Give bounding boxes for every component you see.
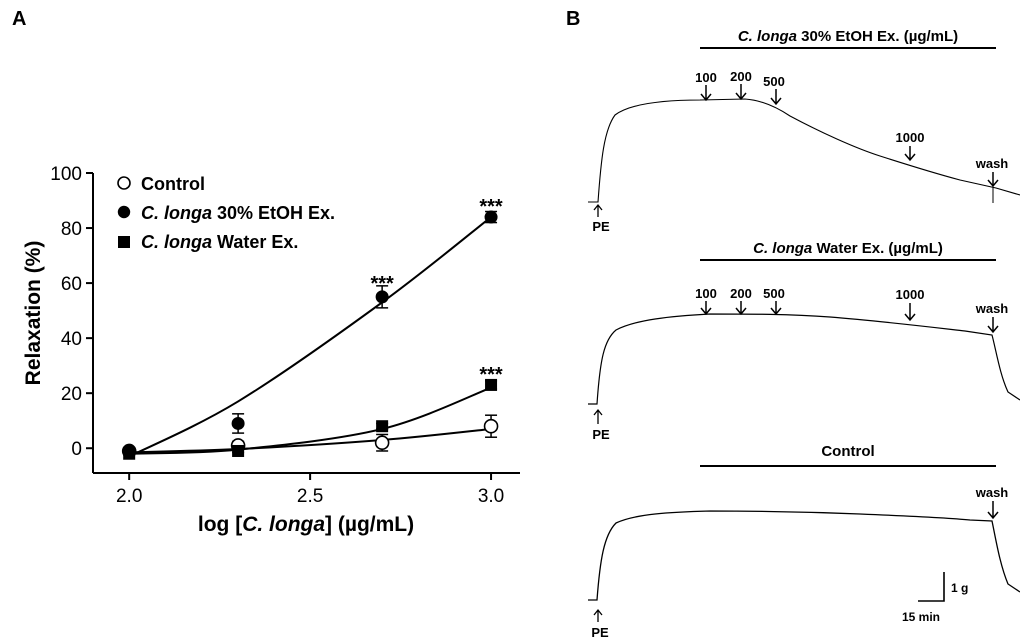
arrow-down xyxy=(770,301,782,316)
arrow-up xyxy=(593,408,603,424)
y-tick-label: 40 xyxy=(61,329,82,350)
dose-label: 500 xyxy=(763,286,785,301)
legend-label-water: C. longa Water Ex. xyxy=(141,232,298,252)
point-water xyxy=(376,420,389,433)
pe-label: PE xyxy=(592,427,610,442)
data-points xyxy=(121,210,499,460)
y-axis-title: Relaxation (%) xyxy=(22,241,45,386)
pe-label: PE xyxy=(591,625,609,639)
x-tick-label: 3.0 xyxy=(478,486,504,507)
trace-etoh: C. longa 30% EtOH Ex. (µg/mL) 100 200 50… xyxy=(588,28,1020,234)
dose-label: 100 xyxy=(695,286,717,301)
y-tick-label: 60 xyxy=(61,274,82,295)
trace-control: Control wash PE xyxy=(588,443,1020,639)
fit-curve-0 xyxy=(129,427,492,454)
x-ticks: 2.0 2.5 3.0 xyxy=(116,473,504,507)
legend-marker-etoh xyxy=(117,205,131,219)
x-tick-label: 2.0 xyxy=(116,486,142,507)
wash-label: wash xyxy=(975,301,1009,316)
trace-control-line xyxy=(588,510,1020,601)
point-control xyxy=(483,418,499,434)
arrow-down xyxy=(770,89,782,106)
trace-water-line xyxy=(588,313,1020,405)
arrow-down xyxy=(904,303,916,322)
y-tick-label: 100 xyxy=(50,164,82,185)
trace-water-header: C. longa Water Ex. (µg/mL) xyxy=(753,240,943,257)
dose-label: 1000 xyxy=(896,287,925,302)
y-ticks: 0 20 40 60 80 100 xyxy=(50,164,93,460)
pe-label: PE xyxy=(592,219,610,234)
scale-bar-horizontal-label: 15 min xyxy=(902,610,940,624)
tension-traces-panel: C. longa 30% EtOH Ex. (µg/mL) 100 200 50… xyxy=(588,28,1020,639)
event-arrows xyxy=(593,84,999,622)
point-water xyxy=(485,378,498,391)
point-water xyxy=(123,447,136,460)
x-axis-title: log [C. longa] (µg/mL) xyxy=(198,513,414,536)
wash-label: wash xyxy=(975,156,1009,171)
y-tick-label: 0 xyxy=(71,439,82,460)
arrow-down xyxy=(987,172,999,188)
dose-label: 100 xyxy=(695,70,717,85)
point-control xyxy=(374,435,390,451)
dose-label: 200 xyxy=(730,286,752,301)
legend-label-control: Control xyxy=(141,174,205,194)
legend-marker-control xyxy=(117,176,131,190)
fit-curve-2 xyxy=(129,386,492,455)
point-water xyxy=(232,444,245,457)
significance-annotations: *** *** *** xyxy=(370,196,502,386)
significance-stars: *** xyxy=(370,273,394,295)
arrow-down xyxy=(700,301,712,316)
trace-etoh-line xyxy=(588,98,1020,203)
arrow-up xyxy=(593,608,603,622)
wash-label: wash xyxy=(975,485,1009,500)
scale-bar: 1 g 15 min xyxy=(902,572,968,624)
point-etoh xyxy=(375,290,389,304)
dose-label: 1000 xyxy=(896,130,925,145)
point-etoh xyxy=(484,210,498,224)
arrow-down xyxy=(987,501,999,520)
scale-bar-vertical-label: 1 g xyxy=(951,581,968,595)
legend: Control C. longa 30% EtOH Ex. C. longa W… xyxy=(117,174,335,252)
arrow-up xyxy=(593,203,603,217)
point-etoh xyxy=(231,416,245,430)
dose-response-chart: 0 20 40 60 80 100 2.0 2.5 3.0 *** *** *** Relaxat… xyxy=(22,164,520,536)
panel-label-b: B xyxy=(566,8,580,30)
arrow-down xyxy=(987,317,999,334)
y-tick-label: 80 xyxy=(61,219,82,240)
significance-stars: *** xyxy=(479,196,503,218)
significance-stars: *** xyxy=(479,364,503,386)
trace-water: C. longa Water Ex. (µg/mL) 100 200 500 1… xyxy=(588,240,1020,442)
scale-bar-lines xyxy=(918,572,945,602)
arrow-down xyxy=(904,146,916,162)
arrow-down xyxy=(735,84,747,101)
x-tick-label: 2.5 xyxy=(297,486,323,507)
y-tick-label: 20 xyxy=(61,384,82,405)
dose-label: 200 xyxy=(730,69,752,84)
fit-curves xyxy=(128,216,492,458)
trace-etoh-header: C. longa 30% EtOH Ex. (µg/mL) xyxy=(738,28,958,45)
arrow-down xyxy=(700,85,712,102)
legend-marker-water xyxy=(118,236,130,248)
dose-label: 500 xyxy=(763,74,785,89)
legend-label-etoh: C. longa 30% EtOH Ex. xyxy=(141,203,335,223)
fit-curve-1 xyxy=(128,216,492,458)
trace-control-header: Control xyxy=(821,443,874,460)
arrow-down xyxy=(735,301,747,316)
panel-label-a: A xyxy=(12,8,26,30)
